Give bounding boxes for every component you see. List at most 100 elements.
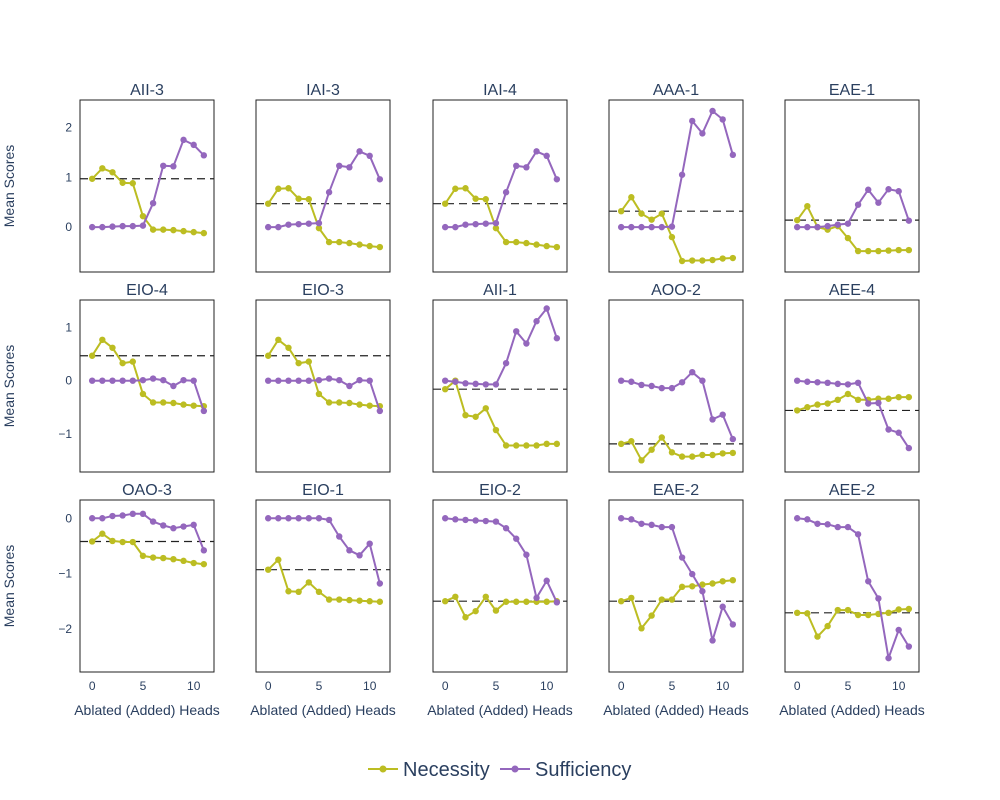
x-tick-label: 10 (363, 679, 377, 693)
necessity-point (452, 185, 459, 192)
necessity-point (543, 440, 550, 448)
panel-aee-2: AEE-2 0 5 10 Ablated (Added) Heads (779, 482, 925, 718)
necessity-point (628, 194, 635, 201)
necessity-point (638, 210, 645, 217)
necessity-point (854, 247, 862, 255)
necessity-point (109, 344, 116, 351)
panel-frame (432, 99, 568, 273)
sufficiency-point (109, 377, 116, 384)
sufficiency-point (264, 223, 272, 231)
sufficiency-point (160, 376, 167, 384)
necessity-point (170, 399, 177, 407)
x-axis-title: Ablated (Added) Heads (779, 702, 925, 718)
sufficiency-point (295, 377, 302, 384)
sufficiency-point (264, 377, 272, 384)
sufficiency-point (190, 521, 197, 529)
sufficiency-point (885, 186, 892, 193)
sufficiency-point (346, 547, 353, 554)
sufficiency-point (513, 535, 520, 542)
sufficiency-point (699, 588, 706, 595)
necessity-line (267, 187, 380, 249)
sufficiency-point (658, 223, 665, 231)
necessity-point (160, 554, 167, 562)
necessity-point (441, 598, 449, 605)
panel-title: EIO-3 (302, 282, 344, 299)
panel-frame (432, 299, 568, 473)
sufficiency-point (346, 164, 353, 171)
necessity-point (699, 581, 706, 588)
sufficiency-point (709, 416, 716, 423)
sufficiency-point (99, 515, 106, 522)
necessity-point (346, 399, 353, 407)
necessity-point (149, 399, 157, 406)
panel-title: AEE-2 (829, 482, 875, 499)
sufficiency-point (325, 375, 333, 382)
necessity-point (462, 411, 469, 419)
sufficiency-point (180, 376, 187, 384)
panel-frame (255, 99, 391, 273)
sufficiency-point (200, 152, 208, 159)
necessity-point (854, 611, 862, 619)
panel-title: AOO-2 (651, 282, 701, 299)
sufficiency-point (865, 186, 872, 193)
sufficiency-point (139, 510, 147, 518)
necessity-point (275, 336, 282, 344)
sufficiency-point (533, 594, 540, 602)
sufficiency-point (844, 523, 852, 531)
sufficiency-point (305, 515, 312, 522)
sufficiency-point (180, 136, 187, 144)
necessity-point (658, 596, 665, 603)
sufficiency-point (149, 375, 157, 382)
panel-aee-4: AEE-4 (784, 282, 920, 473)
sufficiency-point (834, 221, 841, 228)
sufficiency-point (366, 377, 373, 384)
sufficiency-point (160, 522, 167, 529)
sufficiency-point (275, 223, 282, 231)
sufficiency-point (452, 516, 459, 523)
sufficiency-point (502, 189, 510, 196)
sufficiency-point (885, 654, 892, 662)
panel-aaa-1: AAA-1 (608, 82, 744, 273)
panel-oao-3: OAO-3 −2 −1 0 0 5 10 Ablated (Added) Heads (58, 482, 219, 718)
panel-eae-1: EAE-1 (784, 82, 920, 273)
panel-aii-1: AII-1 (432, 282, 568, 473)
panel-title: IAI-4 (483, 82, 517, 99)
necessity-point (638, 625, 645, 632)
sufficiency-point (513, 328, 520, 335)
panel-frame (608, 299, 744, 473)
necessity-point (200, 560, 208, 568)
necessity-point (441, 385, 449, 393)
sufficiency-point (553, 176, 561, 183)
x-tick-label: 5 (845, 679, 852, 693)
necessity-point (814, 401, 821, 408)
necessity-point (190, 402, 197, 409)
necessity-point (617, 598, 625, 605)
necessity-point (513, 598, 520, 605)
sufficiency-line (268, 517, 381, 584)
x-tick-label: 0 (265, 679, 272, 693)
necessity-point (482, 196, 489, 203)
necessity-point (452, 593, 459, 600)
sufficiency-point (543, 305, 550, 312)
necessity-line (91, 338, 204, 408)
necessity-point (865, 611, 872, 619)
sufficiency-point (305, 377, 312, 384)
necessity-point (139, 212, 147, 220)
sufficiency-point (628, 223, 635, 231)
necessity-point (366, 242, 373, 250)
necessity-point (814, 633, 821, 640)
necessity-point (699, 451, 706, 459)
panel-frame (784, 299, 920, 473)
necessity-point (160, 226, 167, 233)
necessity-point (668, 596, 676, 603)
sufficiency-point (875, 199, 882, 206)
necessity-line (620, 436, 733, 462)
sufficiency-point (275, 377, 282, 384)
sufficiency-point (336, 533, 343, 540)
sufficiency-point (264, 515, 272, 522)
necessity-point (336, 238, 343, 246)
necessity-point (129, 538, 136, 546)
sufficiency-line (268, 377, 381, 412)
y-tick-label: 0 (65, 220, 72, 234)
necessity-point (895, 246, 902, 254)
